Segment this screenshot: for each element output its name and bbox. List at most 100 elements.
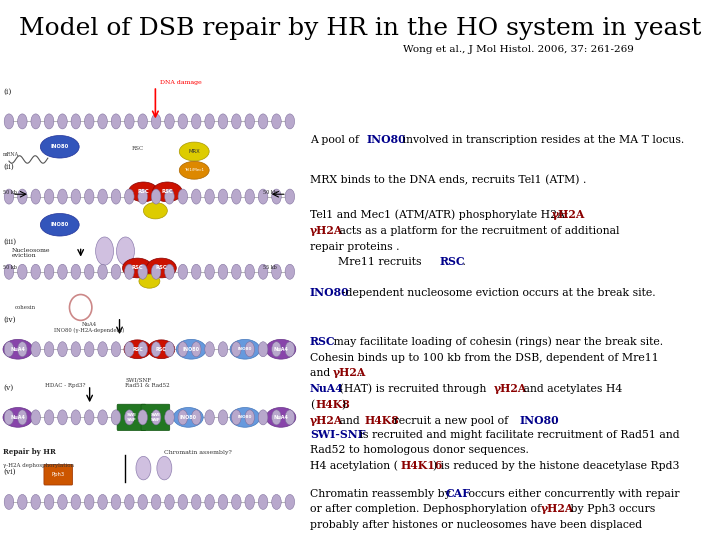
Text: INO80: INO80	[520, 415, 559, 426]
Circle shape	[58, 114, 67, 129]
Circle shape	[192, 495, 201, 509]
Circle shape	[84, 410, 94, 425]
Circle shape	[117, 237, 135, 265]
Ellipse shape	[128, 182, 158, 202]
Text: (ii): (ii)	[3, 163, 14, 171]
Text: Repair by HR: Repair by HR	[3, 448, 56, 456]
Ellipse shape	[146, 258, 176, 278]
Circle shape	[58, 264, 67, 279]
Circle shape	[31, 189, 40, 204]
Circle shape	[232, 410, 241, 425]
Circle shape	[232, 189, 241, 204]
Circle shape	[4, 342, 14, 357]
Text: Cohesin binds up to 100 kb from the DSB, dependent of Mre11: Cohesin binds up to 100 kb from the DSB,…	[310, 353, 659, 363]
Circle shape	[125, 264, 134, 279]
Circle shape	[138, 410, 148, 425]
Text: RSC: RSC	[138, 190, 149, 194]
Circle shape	[84, 114, 94, 129]
Text: H4K16: H4K16	[400, 460, 443, 471]
Text: or after completion. Dephosphorylation of: or after completion. Dephosphorylation o…	[310, 504, 541, 515]
Circle shape	[45, 189, 54, 204]
Circle shape	[111, 410, 121, 425]
Text: NuA4: NuA4	[11, 415, 25, 420]
Circle shape	[218, 342, 228, 357]
Text: involved in transcription resides at the MA T locus.: involved in transcription resides at the…	[399, 135, 684, 145]
Text: RSC: RSC	[156, 347, 167, 352]
Circle shape	[218, 410, 228, 425]
Ellipse shape	[122, 258, 153, 278]
Circle shape	[204, 189, 215, 204]
Text: γH2A: γH2A	[333, 367, 366, 379]
Circle shape	[111, 342, 121, 357]
Text: by Pph3 occurs: by Pph3 occurs	[567, 504, 655, 515]
Circle shape	[31, 342, 40, 357]
Text: .: .	[359, 368, 362, 379]
Circle shape	[151, 410, 161, 425]
Circle shape	[245, 114, 254, 129]
Circle shape	[178, 264, 188, 279]
Circle shape	[71, 495, 81, 509]
Circle shape	[111, 189, 121, 204]
Circle shape	[232, 342, 241, 357]
Circle shape	[245, 342, 254, 357]
Circle shape	[151, 264, 161, 279]
Text: occurs either concurrently with repair: occurs either concurrently with repair	[464, 489, 679, 499]
Circle shape	[285, 495, 294, 509]
Text: H4 acetylation (: H4 acetylation (	[310, 461, 398, 471]
Circle shape	[245, 410, 254, 425]
Circle shape	[165, 495, 174, 509]
Text: Chromatin reassembly by: Chromatin reassembly by	[310, 489, 454, 499]
Ellipse shape	[176, 340, 206, 359]
Text: DNA damage: DNA damage	[160, 80, 202, 85]
Text: MRX binds to the DNA ends, recruits Tel1 (ATM) .: MRX binds to the DNA ends, recruits Tel1…	[310, 174, 586, 185]
Text: RSC: RSC	[161, 190, 173, 194]
Circle shape	[98, 114, 107, 129]
Circle shape	[285, 114, 294, 129]
Ellipse shape	[40, 136, 79, 158]
Circle shape	[17, 495, 27, 509]
Text: acts as a platform for the recruitment of additional: acts as a platform for the recruitment o…	[336, 226, 619, 236]
Circle shape	[285, 189, 294, 204]
Text: INO80: INO80	[50, 222, 69, 227]
Text: A pool of: A pool of	[310, 135, 362, 145]
Circle shape	[4, 264, 14, 279]
Text: Tel1 and Mec1 (ATM/ATR) phosphorylate H2A:: Tel1 and Mec1 (ATM/ATR) phosphorylate H2…	[310, 210, 572, 220]
Circle shape	[271, 189, 282, 204]
Text: ) is reduced by the histone deacetylase Rpd3: ) is reduced by the histone deacetylase …	[433, 461, 679, 471]
Circle shape	[178, 342, 188, 357]
Circle shape	[192, 342, 201, 357]
Text: INO80: INO80	[366, 134, 406, 145]
Text: NuA4: NuA4	[274, 347, 288, 352]
Text: INO80: INO80	[50, 144, 69, 149]
Circle shape	[125, 342, 134, 357]
Circle shape	[138, 114, 148, 129]
Text: (vi): (vi)	[3, 468, 16, 476]
Text: INO80: INO80	[310, 287, 350, 298]
Circle shape	[258, 495, 268, 509]
Circle shape	[111, 264, 121, 279]
Text: (i): (i)	[3, 87, 12, 96]
Text: 50 kb: 50 kb	[263, 190, 276, 195]
Text: RSC: RSC	[132, 146, 143, 151]
Text: NuA4: NuA4	[11, 347, 25, 352]
Text: CAF: CAF	[445, 488, 470, 499]
Text: RSC: RSC	[440, 256, 465, 267]
Text: γH2A: γH2A	[552, 209, 585, 220]
Circle shape	[178, 495, 188, 509]
Text: repair proteins .: repair proteins .	[310, 241, 400, 252]
Text: γH2A: γH2A	[310, 415, 343, 426]
Circle shape	[31, 264, 40, 279]
Text: INO80: INO80	[238, 347, 252, 351]
Circle shape	[165, 410, 174, 425]
Circle shape	[218, 495, 228, 509]
Text: H4K8: H4K8	[315, 399, 351, 410]
Text: Pph3: Pph3	[52, 472, 65, 477]
Circle shape	[31, 410, 40, 425]
Circle shape	[192, 114, 201, 129]
Circle shape	[45, 342, 54, 357]
Text: NuA4
INO80 (γ-H2A-dependent): NuA4 INO80 (γ-H2A-dependent)	[55, 321, 125, 333]
Circle shape	[136, 456, 151, 480]
Circle shape	[17, 189, 27, 204]
Circle shape	[98, 264, 107, 279]
Circle shape	[96, 237, 114, 265]
